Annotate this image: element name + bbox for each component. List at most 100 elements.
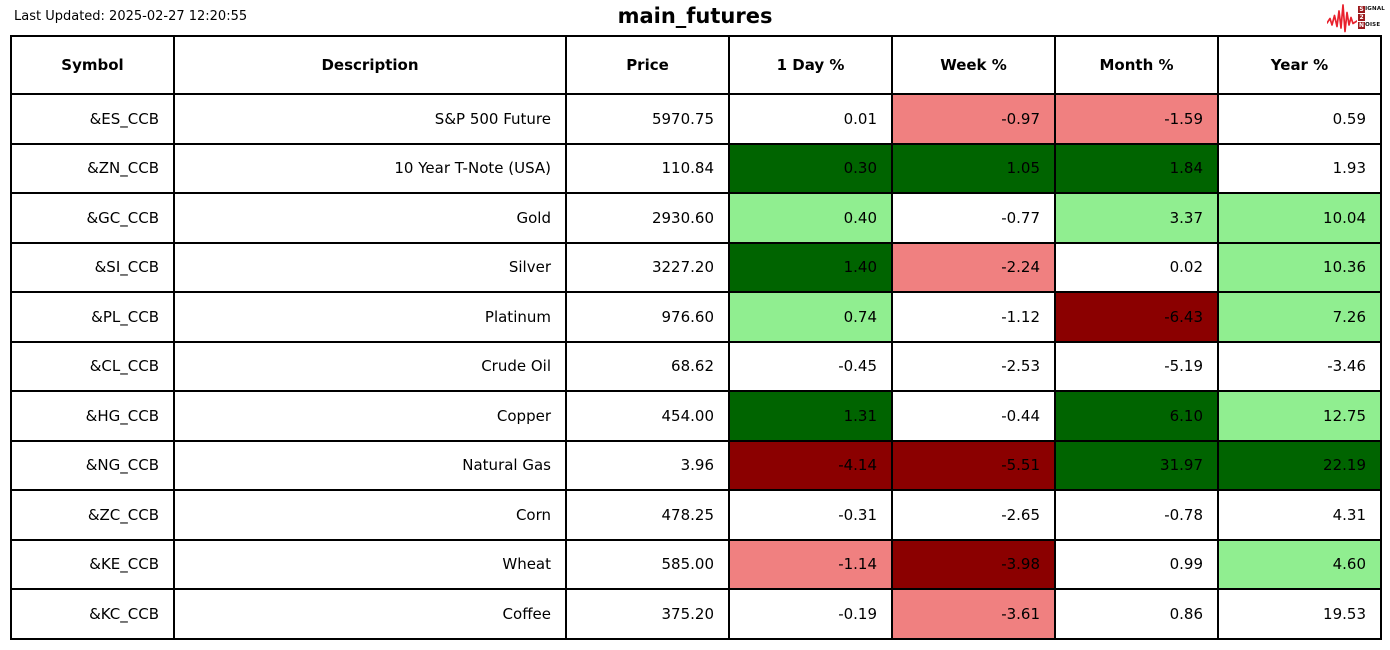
table-row: &ZC_CCB Corn 478.25 -0.31 -2.65 -0.78 4.31 xyxy=(10,489,1382,541)
description-cell: Crude Oil xyxy=(173,340,567,392)
column-header-1day-pct: 1 Day % xyxy=(728,35,893,95)
column-header-price: Price xyxy=(565,35,730,95)
year-pct-cell: 4.60 xyxy=(1217,538,1382,590)
year-pct-cell: 22.19 xyxy=(1217,439,1382,491)
day-pct-cell: -0.31 xyxy=(728,489,893,541)
table-row: &CL_CCB Crude Oil 68.62 -0.45 -2.53 -5.19 -3.4… xyxy=(10,340,1382,392)
month-pct-cell: 0.02 xyxy=(1054,241,1219,293)
week-pct-cell: -0.77 xyxy=(891,192,1056,244)
logo-letter-s: S xyxy=(1358,6,1366,13)
description-cell: Platinum xyxy=(173,291,567,343)
table-row: &ES_CCB S&P 500 Future 5970.75 0.01 -0.97 -1.… xyxy=(10,93,1382,145)
price-cell: 68.62 xyxy=(565,340,730,392)
page-title: main_futures xyxy=(617,4,773,28)
year-pct-cell: 10.04 xyxy=(1217,192,1382,244)
day-pct-cell: 1.31 xyxy=(728,390,893,442)
month-pct-cell: 6.10 xyxy=(1054,390,1219,442)
table-row: &NG_CCB Natural Gas 3.96 -4.14 -5.51 31.97 22.… xyxy=(10,439,1382,491)
symbol-cell: &PL_CCB xyxy=(10,291,175,343)
month-pct-cell: 31.97 xyxy=(1054,439,1219,491)
table-row: &HG_CCB Copper 454.00 1.31 -0.44 6.10 12.75 xyxy=(10,390,1382,442)
month-pct-cell: 0.99 xyxy=(1054,538,1219,590)
column-header-month-pct: Month % xyxy=(1054,35,1219,95)
price-cell: 585.00 xyxy=(565,538,730,590)
week-pct-cell: 1.05 xyxy=(891,142,1056,194)
year-pct-cell: 4.31 xyxy=(1217,489,1382,541)
symbol-cell: &NG_CCB xyxy=(10,439,175,491)
table-row: &PL_CCB Platinum 976.60 0.74 -1.12 -6.43 7.26 xyxy=(10,291,1382,343)
table-row: &GC_CCB Gold 2930.60 0.40 -0.77 3.37 10.04 xyxy=(10,192,1382,244)
week-pct-cell: -1.12 xyxy=(891,291,1056,343)
price-cell: 110.84 xyxy=(565,142,730,194)
day-pct-cell: 0.30 xyxy=(728,142,893,194)
day-pct-cell: -1.14 xyxy=(728,538,893,590)
description-cell: Gold xyxy=(173,192,567,244)
description-cell: Natural Gas xyxy=(173,439,567,491)
week-pct-cell: -2.24 xyxy=(891,241,1056,293)
month-pct-cell: -0.78 xyxy=(1054,489,1219,541)
column-header-week-pct: Week % xyxy=(891,35,1056,95)
symbol-cell: &ZC_CCB xyxy=(10,489,175,541)
top-bar: Last Updated: 2025-02-27 12:20:55 main_f… xyxy=(0,0,1390,35)
year-pct-cell: 10.36 xyxy=(1217,241,1382,293)
week-pct-cell: -2.65 xyxy=(891,489,1056,541)
day-pct-cell: 0.40 xyxy=(728,192,893,244)
table-row: &SI_CCB Silver 3227.20 1.40 -2.24 0.02 10.36 xyxy=(10,241,1382,293)
week-pct-cell: -2.53 xyxy=(891,340,1056,392)
logo-line-noise: N OISE xyxy=(1358,22,1381,29)
price-cell: 3.96 xyxy=(565,439,730,491)
month-pct-cell: 3.37 xyxy=(1054,192,1219,244)
column-header-symbol: Symbol xyxy=(10,35,175,95)
symbol-cell: &KC_CCB xyxy=(10,588,175,640)
month-pct-cell: 0.86 xyxy=(1054,588,1219,640)
symbol-cell: &ZN_CCB xyxy=(10,142,175,194)
year-pct-cell: 1.93 xyxy=(1217,142,1382,194)
year-pct-cell: -3.46 xyxy=(1217,340,1382,392)
week-pct-cell: -3.98 xyxy=(891,538,1056,590)
week-pct-cell: -0.97 xyxy=(891,93,1056,145)
description-cell: 10 Year T-Note (USA) xyxy=(173,142,567,194)
header-row: Symbol Description Price 1 Day % Week % … xyxy=(10,35,1382,95)
year-pct-cell: 19.53 xyxy=(1217,588,1382,640)
description-cell: Corn xyxy=(173,489,567,541)
logo-line-signal: S IGNAL xyxy=(1358,6,1385,13)
column-header-description: Description xyxy=(173,35,567,95)
day-pct-cell: 0.01 xyxy=(728,93,893,145)
description-cell: Copper xyxy=(173,390,567,442)
year-pct-cell: 12.75 xyxy=(1217,390,1382,442)
description-cell: Silver xyxy=(173,241,567,293)
day-pct-cell: -0.45 xyxy=(728,340,893,392)
table-row: &KE_CCB Wheat 585.00 -1.14 -3.98 0.99 4.60 xyxy=(10,538,1382,590)
symbol-cell: &SI_CCB xyxy=(10,241,175,293)
signal2noise-logo: S IGNAL 2 N OISE xyxy=(1327,2,1385,33)
symbol-cell: &CL_CCB xyxy=(10,340,175,392)
price-cell: 375.20 xyxy=(565,588,730,640)
week-pct-cell: -3.61 xyxy=(891,588,1056,640)
symbol-cell: &GC_CCB xyxy=(10,192,175,244)
month-pct-cell: -1.59 xyxy=(1054,93,1219,145)
description-cell: Coffee xyxy=(173,588,567,640)
day-pct-cell: -4.14 xyxy=(728,439,893,491)
column-header-year-pct: Year % xyxy=(1217,35,1382,95)
month-pct-cell: -5.19 xyxy=(1054,340,1219,392)
logo-text: S IGNAL 2 N OISE xyxy=(1358,6,1385,29)
symbol-cell: &HG_CCB xyxy=(10,390,175,442)
symbol-cell: &ES_CCB xyxy=(10,93,175,145)
year-pct-cell: 0.59 xyxy=(1217,93,1382,145)
symbol-cell: &KE_CCB xyxy=(10,538,175,590)
price-cell: 2930.60 xyxy=(565,192,730,244)
description-cell: Wheat xyxy=(173,538,567,590)
table-row: &ZN_CCB 10 Year T-Note (USA) 110.84 0.30 1.0… xyxy=(10,142,1382,194)
logo-letter-2: 2 xyxy=(1358,14,1366,21)
price-cell: 454.00 xyxy=(565,390,730,442)
week-pct-cell: -0.44 xyxy=(891,390,1056,442)
price-cell: 5970.75 xyxy=(565,93,730,145)
waveform-icon xyxy=(1327,4,1358,33)
price-cell: 478.25 xyxy=(565,489,730,541)
month-pct-cell: -6.43 xyxy=(1054,291,1219,343)
week-pct-cell: -5.51 xyxy=(891,439,1056,491)
logo-line-2: 2 xyxy=(1358,14,1385,21)
price-cell: 3227.20 xyxy=(565,241,730,293)
description-cell: S&P 500 Future xyxy=(173,93,567,145)
day-pct-cell: 0.74 xyxy=(728,291,893,343)
